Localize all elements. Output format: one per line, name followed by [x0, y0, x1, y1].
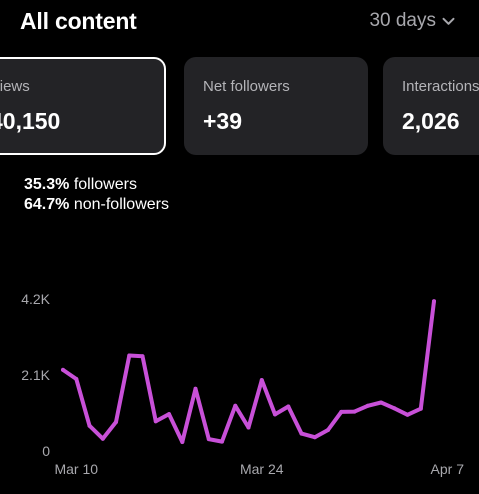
followers-label: followers: [73, 176, 137, 193]
date-range-label: 30 days: [369, 10, 436, 31]
data-point: [259, 378, 264, 383]
data-point: [140, 354, 145, 359]
data-point: [206, 437, 211, 442]
card-value: +39: [203, 108, 243, 134]
data-point: [392, 406, 397, 411]
followers-row: 35.3% followers: [24, 175, 169, 195]
card-views[interactable]: Views 40,150: [0, 57, 166, 155]
card-label: Views: [0, 78, 30, 95]
data-point: [100, 436, 105, 441]
data-point: [326, 428, 330, 432]
data-point: [153, 419, 158, 424]
data-point: [233, 403, 238, 408]
data-point: [273, 412, 277, 417]
nonfollowers-percent: 64.7%: [24, 196, 70, 213]
data-point: [74, 377, 79, 381]
data-point: [365, 403, 370, 408]
data-point: [299, 431, 304, 436]
data-point: [246, 425, 251, 430]
followers-percent: 35.3%: [24, 176, 70, 193]
metric-cards: Views 40,150 Net followers +39 Interacti…: [0, 57, 479, 155]
x-tick-label: Mar 24: [240, 461, 284, 477]
card-value: 2,026: [402, 108, 460, 134]
nonfollowers-row: 64.7% non-followers: [24, 195, 169, 215]
card-net-followers[interactable]: Net followers +39: [184, 57, 368, 155]
data-point: [379, 400, 383, 405]
data-point: [220, 439, 224, 444]
date-range-dropdown[interactable]: 30 days: [369, 10, 455, 32]
data-point: [405, 412, 410, 417]
nonfollowers-label: non-followers: [73, 196, 169, 213]
data-point: [114, 420, 118, 424]
chevron-down-icon: [442, 17, 455, 25]
data-point: [339, 409, 344, 414]
y-tick-label: 0: [42, 443, 50, 459]
data-point: [432, 299, 436, 304]
data-point: [193, 386, 198, 391]
data-point: [312, 435, 317, 440]
data-point: [87, 423, 92, 428]
data-point: [418, 406, 423, 411]
y-tick-label: 4.2K: [21, 291, 50, 307]
data-point: [61, 367, 65, 372]
page-title: All content: [20, 8, 137, 34]
data-point: [180, 440, 185, 444]
views-line-chart: 0 2.1K 4.2K Mar 10 Mar 24 Apr 7: [21, 291, 465, 477]
data-point: [167, 412, 171, 417]
y-tick-label: 2.1K: [21, 367, 50, 383]
data-point: [352, 409, 357, 414]
x-tick-label: Apr 7: [431, 461, 465, 477]
card-label: Net followers: [203, 78, 290, 95]
audience-breakdown: 35.3% followers 64.7% non-followers: [24, 175, 169, 215]
data-point: [286, 404, 291, 409]
card-interactions[interactable]: Interactions 2,026: [383, 57, 479, 155]
x-tick-label: Mar 10: [54, 461, 98, 477]
card-value: 40,150: [0, 108, 61, 134]
data-point: [127, 353, 132, 358]
views-series-line: [61, 299, 436, 444]
card-label: Interactions: [402, 78, 479, 95]
